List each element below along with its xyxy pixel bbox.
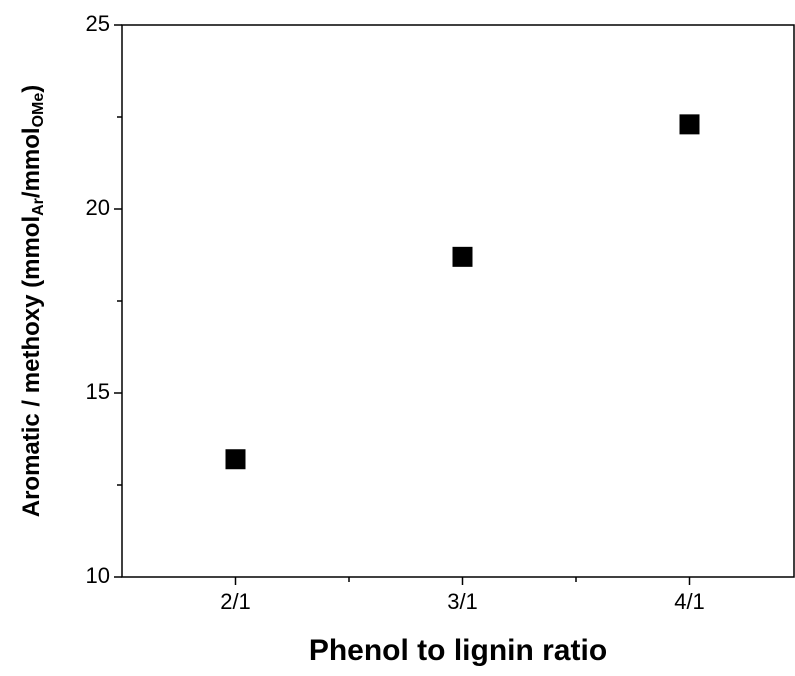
x-axis-label: Phenol to lignin ratio	[309, 634, 607, 667]
x-tick-label: 2/1	[220, 589, 251, 614]
y-tick-label: 20	[86, 195, 110, 220]
x-tick-label: 4/1	[674, 589, 705, 614]
marker	[679, 114, 700, 135]
y-label-part: )	[18, 85, 45, 93]
y-tick-label: 25	[86, 11, 110, 36]
y-label-part: /mmol	[18, 127, 45, 198]
x-tick-label: 3/1	[447, 589, 478, 614]
y-label-part: Aromatic / methoxy (mmol	[18, 216, 45, 517]
plot-frame	[121, 24, 795, 578]
y-tick-label: 15	[86, 379, 110, 404]
marker	[452, 246, 473, 267]
y-axis-label: Aromatic / methoxy (mmolAr/mmolOMe)	[18, 85, 47, 518]
y-label-subscript: Ar	[30, 198, 47, 216]
marker	[225, 449, 246, 470]
y-label-subscript: OMe	[30, 93, 47, 128]
y-tick-label: 10	[86, 563, 110, 588]
